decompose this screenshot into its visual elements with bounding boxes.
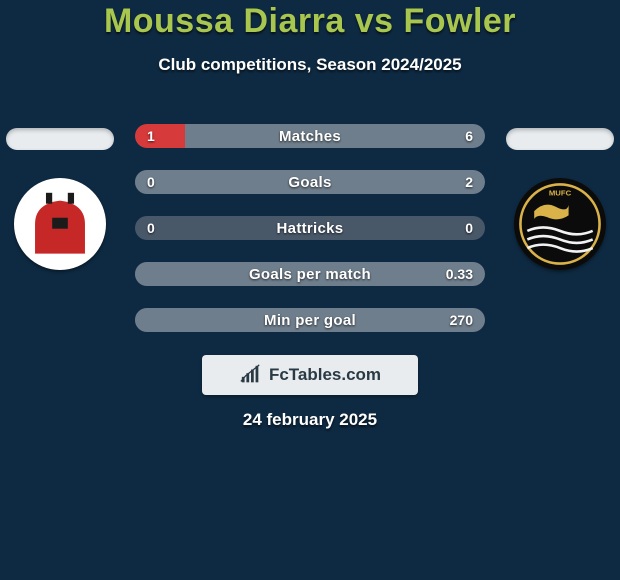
svg-text:MUFC: MUFC: [549, 189, 572, 198]
page-title: Moussa Diarra vs Fowler: [104, 2, 516, 41]
player-left-column: [0, 128, 120, 270]
stat-label: Goals per match: [135, 262, 485, 286]
comparison-body: MUFC Matches16Goals02Hattricks00Goals pe…: [0, 98, 620, 348]
stat-row: Goals per match0.33: [135, 262, 485, 286]
stat-value-right: 2: [453, 170, 485, 194]
date-text: 24 february 2025: [0, 410, 620, 430]
player-left-club-badge: [14, 178, 106, 270]
stat-label: Min per goal: [135, 308, 485, 332]
stat-value-right: 0: [453, 216, 485, 240]
stat-label: Hattricks: [135, 216, 485, 240]
stat-row: Goals0 2: [135, 170, 485, 194]
bar-chart-icon: [239, 364, 263, 386]
stat-value-left: [135, 308, 159, 332]
comparison-infographic: Moussa Diarra vs Fowler Club competition…: [0, 0, 620, 580]
player-left-name-pill: [6, 128, 114, 150]
player-right-column: MUFC: [500, 128, 620, 270]
source-logo-text: FcTables.com: [269, 365, 381, 385]
stat-value-right: 6: [453, 124, 485, 148]
stat-label: Matches: [135, 124, 485, 148]
club-badge-right-icon: MUFC: [517, 181, 603, 267]
stat-value-right: 0.33: [434, 262, 485, 286]
stat-label: Goals: [135, 170, 485, 194]
player-right-name-pill: [506, 128, 614, 150]
stat-value-left: [135, 262, 159, 286]
stat-value-left: 1: [135, 124, 167, 148]
club-badge-left-icon: [21, 185, 99, 263]
source-logo-box: FcTables.com: [202, 355, 418, 395]
player-right-club-badge: MUFC: [514, 178, 606, 270]
stat-row: Min per goal270: [135, 308, 485, 332]
stat-value-left: 0: [135, 216, 167, 240]
page-subtitle: Club competitions, Season 2024/2025: [158, 55, 461, 75]
stat-bars: Matches16Goals02Hattricks00Goals per mat…: [135, 124, 485, 332]
stat-value-right: 270: [438, 308, 485, 332]
stat-row: Hattricks0 0: [135, 216, 485, 240]
stat-row: Matches1 6: [135, 124, 485, 148]
stat-value-left: 0: [135, 170, 167, 194]
